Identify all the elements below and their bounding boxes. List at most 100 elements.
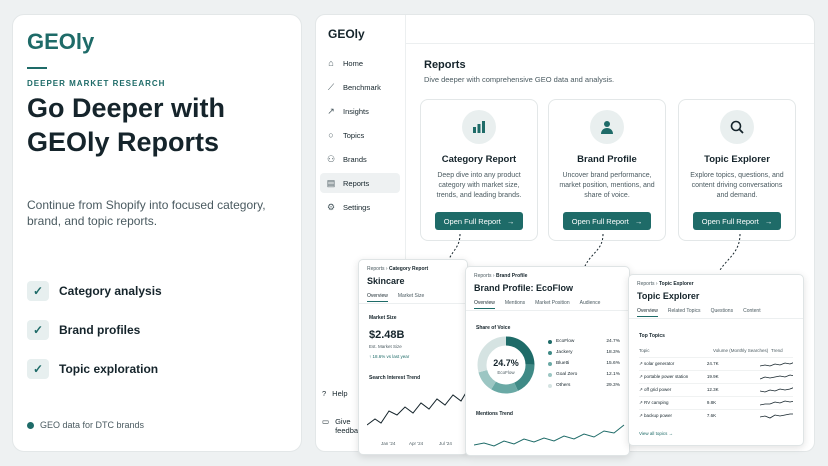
nav-topics[interactable]: ○ Topics [320,125,400,145]
table-row[interactable]: ↗ RV camping 9.8K [639,396,793,408]
arrow-right-icon: → [634,216,643,226]
check-icon: ✓ [27,359,49,379]
table-row[interactable]: ↗ backup power 7.6K [639,409,793,421]
legend-value: 18.3% [606,350,620,355]
legend-value: 24.7% [606,339,620,344]
legend-label: Goal Zero [556,372,578,377]
topic-name: ↗ RV camping [639,399,669,405]
card-desc: Uncover brand performance, market positi… [559,172,655,199]
open-full-report-button[interactable]: Open Full Report → [435,212,523,230]
nav-settings[interactable]: ⚙ Settings [326,201,371,212]
chat-bubble-icon: ○ [328,130,334,140]
card-title: Topic Explorer [704,154,770,165]
topic-explorer-card: Topic Explorer Explore topics, questions… [678,99,796,241]
open-full-report-button[interactable]: Open Full Report → [563,212,651,230]
sparkline [760,386,793,392]
preview-tabs: Overview Mentions Market Position Audience [474,300,600,309]
nav-insights[interactable]: ↗ Insights [327,105,369,116]
topic-name: ↗ backup power [639,412,673,418]
card-desc: Deep dive into any product category with… [436,172,522,199]
legend-swatch [548,383,552,388]
lead-text: Continue from Shopify into focused categ… [27,198,266,228]
breadcrumb: Reports › Category Report [367,266,429,272]
feature-item: ✓ Topic exploration [27,359,158,379]
nav-benchmark[interactable]: ⟋ Benchmark [327,81,381,92]
breadcrumb: Reports › Brand Profile [474,273,528,279]
hero-panel: GEOly DEEPER MARKET RESEARCH Go Deeper w… [12,14,302,452]
legend-label: Bluetti [556,361,570,366]
donut-slice [477,336,535,394]
topic-explorer-preview: Reports › Topic Explorer Topic Explorer … [628,274,804,446]
legend-label: Others [556,383,571,388]
dot-icon [27,421,34,429]
preview-tabs: Overview Market Size [367,293,424,302]
legend-swatch [548,361,552,366]
category-report-preview: Reports › Category Report Skincare Overv… [358,259,468,455]
search-trend-line [367,390,467,426]
help-icon: ? [322,389,327,398]
open-full-report-button[interactable]: Open Full Report → [693,212,781,230]
chart-line-icon: ⟋ [327,81,335,92]
topic-volume: 19.9K [706,374,719,379]
help-link[interactable]: ? Help [322,389,348,398]
card-desc: Explore topics, questions, and content d… [690,172,784,199]
preview-title: Skincare [367,276,405,286]
legend-value: 29.3% [606,383,620,388]
table-row[interactable]: ↗ portable power station 19.9K [639,370,793,382]
nav-home[interactable]: ⌂ Home [320,53,400,73]
arrow-right-icon: → [764,216,773,226]
feedback-link[interactable]: ▭ Give feedback [322,417,366,435]
brand-logo: GEOly [27,29,95,54]
nav-reports[interactable]: ▤ Reports [320,173,400,193]
nav-brands[interactable]: ⚇ Brands [326,153,367,164]
legend-item: Jackery 18.3% [548,350,620,355]
legend-label: EcoFlow [556,339,575,344]
sparkline [760,374,793,379]
preview-title: Topic Explorer [637,291,700,301]
topic-volume: 24.7K [706,361,719,366]
topic-name: ↗ solar generator [639,360,675,366]
share-of-voice-donut [477,336,535,394]
preview-tabs: Overview Related Topics Questions Content [637,308,761,317]
feature-item: ✓ Category analysis [27,281,162,301]
brand-profile-preview: Reports › Brand Profile Brand Profile: E… [465,266,630,456]
topic-volume: 7.6K [706,413,717,418]
page-title: Reports [424,59,466,71]
legend-swatch [548,339,552,344]
sparkline [760,400,793,405]
topic-name: ↗ portable power station [639,373,689,379]
table-row[interactable]: ↗ solar generator 24.7K [639,357,793,369]
breadcrumb: Reports › Topic Explorer [637,281,694,287]
legend-item: EcoFlow 24.7% [548,339,620,344]
bar-chart-icon [462,110,496,144]
table-row[interactable]: ↗ off grid power 12.3K [639,383,793,395]
check-icon: ✓ [27,320,49,340]
legend-label: Jackery [556,350,573,355]
gear-icon: ⚙ [326,201,336,212]
headline: Go Deeper with GEOly Reports [27,93,226,157]
card-title: Category Report [441,154,517,165]
footer-note: GEO data for DTC brands [27,420,144,430]
donut-slice [477,336,535,394]
sidebar: GEOly ⌂ Home ⟋ Benchmark ↗ Insights ○ Topics… [316,15,406,451]
users-icon: ⚇ [326,153,336,164]
card-title: Brand Profile [577,154,637,165]
page-subtitle: Dive deeper with comprehensive GEO data … [424,75,615,84]
magnifier-icon [720,110,754,144]
legend-swatch [548,372,552,377]
topic-name: ↗ off grid power [639,386,672,392]
mentions-trend-line [474,424,625,447]
feature-item: ✓ Brand profiles [27,320,140,340]
topic-volume: 9.8K [706,400,717,405]
home-icon: ⌂ [328,58,334,68]
accent-bar [27,67,47,69]
legend-value: 15.6% [606,361,620,366]
topic-volume: 12.3K [706,387,719,392]
legend-item: Bluetti 15.6% [548,361,620,366]
feedback-icon: ▭ [322,417,330,426]
market-size-value: $2.48B [369,329,405,341]
view-all-link[interactable]: View all topics → [639,431,674,436]
sparkline [760,361,793,366]
sparkline [760,413,793,418]
legend-item: Others 29.3% [548,383,620,388]
